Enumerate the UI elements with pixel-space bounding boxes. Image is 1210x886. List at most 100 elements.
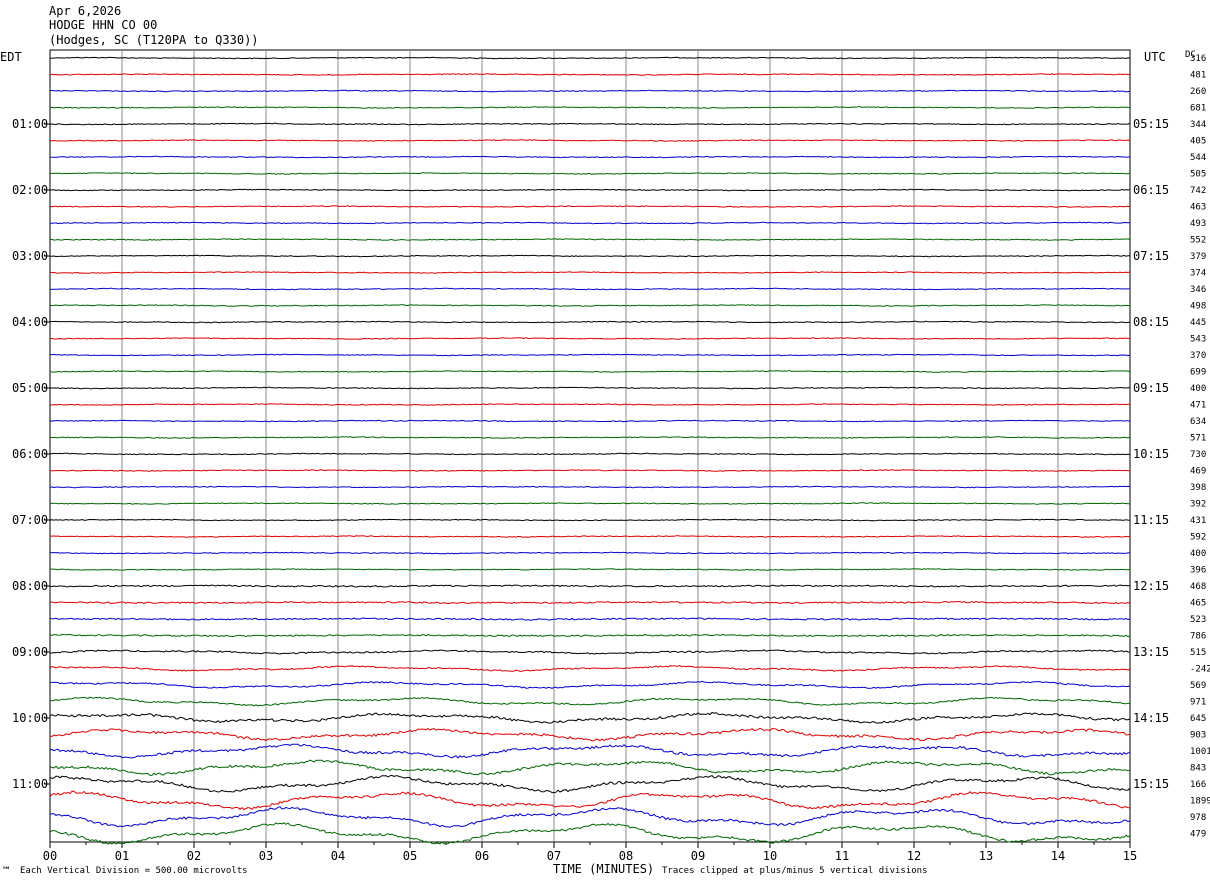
trace-line (49, 436, 1131, 439)
dc-offset-label: 481 (1190, 71, 1206, 81)
x-tick-label: 06 (475, 849, 489, 863)
dc-offset-label: 370 (1190, 351, 1206, 361)
dc-offset-label: 592 (1190, 533, 1206, 543)
utc-hour-label: 13:15 (1133, 645, 1169, 659)
x-tick-label: 00 (43, 849, 57, 863)
trace-line (49, 535, 1131, 538)
trace-line (49, 743, 1131, 759)
dc-label: DC (1185, 50, 1196, 60)
clip-note: Traces clipped at plus/minus 5 vertical … (662, 866, 928, 876)
dc-offset-label: 374 (1190, 269, 1206, 279)
station-label: HODGE HHN CO 00 (49, 18, 158, 32)
dc-offset-label: 681 (1190, 104, 1206, 114)
x-tick-label: 05 (403, 849, 417, 863)
trace-line (49, 271, 1131, 274)
trace-line (49, 304, 1131, 307)
trace-line (49, 386, 1131, 390)
dc-offset-label: 730 (1190, 450, 1206, 460)
trace-line (50, 320, 1131, 324)
dc-offset-label: 903 (1190, 731, 1206, 741)
dc-offset-label: 645 (1190, 714, 1206, 724)
dc-offset-label: 400 (1190, 384, 1206, 394)
utc-hour-label: 08:15 (1133, 315, 1169, 329)
trace-line (50, 370, 1131, 373)
utc-hour-label: 09:15 (1133, 381, 1169, 395)
trace-line (49, 452, 1131, 456)
dc-offset-label: 971 (1190, 698, 1206, 708)
dc-offset-label: 465 (1190, 599, 1206, 609)
dc-offset-label: 316 (1190, 54, 1206, 64)
dc-offset-label: 634 (1190, 417, 1206, 427)
x-tick-label: 08 (619, 849, 633, 863)
dc-offset-label: 445 (1190, 318, 1206, 328)
dc-offset-label: 431 (1190, 516, 1206, 526)
dc-offset-label: 569 (1190, 681, 1206, 691)
trace-line (49, 551, 1130, 555)
edt-hour-label: 07:00 (12, 513, 48, 527)
trace-line (49, 790, 1131, 811)
dc-offset-label: 166 (1190, 780, 1206, 790)
trace-line (49, 711, 1131, 724)
utc-hour-label: 05:15 (1133, 117, 1169, 131)
dc-offset-label: 400 (1190, 549, 1206, 559)
trace-line (49, 696, 1131, 707)
trace-line (50, 188, 1131, 192)
dc-offset-label: 742 (1190, 186, 1206, 196)
x-tick-label: 14 (1051, 849, 1065, 863)
dc-offset-label: 396 (1190, 566, 1206, 576)
trace-line (49, 337, 1131, 340)
edt-hour-label: 01:00 (12, 117, 48, 131)
trace-line (49, 665, 1131, 672)
scale-note: Each Vertical Division = 500.00 microvol… (20, 866, 248, 876)
trace-line (49, 287, 1131, 291)
trace-line (49, 205, 1131, 208)
trace-line (49, 172, 1131, 175)
dc-offset-label: 1001 (1190, 747, 1210, 757)
dc-offset-label: 468 (1190, 582, 1206, 592)
x-tick-label: 03 (259, 849, 273, 863)
utc-axis-label: UTC (1144, 50, 1166, 64)
utc-hour-label: 11:15 (1133, 513, 1169, 527)
trace-line (49, 469, 1131, 472)
x-tick-label: 04 (331, 849, 345, 863)
trace-line (49, 617, 1131, 621)
dc-offset-label: 505 (1190, 170, 1206, 180)
edt-hour-label: 09:00 (12, 645, 48, 659)
trace-line (50, 568, 1131, 571)
trace-line (49, 518, 1131, 522)
trace-line (49, 73, 1131, 76)
trace-line (49, 56, 1131, 60)
dc-offset-label: 260 (1190, 87, 1206, 97)
utc-hour-label: 12:15 (1133, 579, 1169, 593)
dc-offset-label: 498 (1190, 302, 1206, 312)
dc-offset-label: 398 (1190, 483, 1206, 493)
edt-hour-label: 06:00 (12, 447, 48, 461)
dc-offset-label: 544 (1190, 153, 1206, 163)
trace-line (49, 633, 1131, 638)
usgs-logo: ℠ (2, 866, 12, 876)
utc-hour-label: 06:15 (1133, 183, 1169, 197)
dc-offset-label: 469 (1190, 467, 1206, 477)
x-tick-label: 12 (907, 849, 921, 863)
dc-offset-label: 523 (1190, 615, 1206, 625)
trace-line (49, 806, 1131, 828)
trace-line (49, 106, 1131, 109)
edt-hour-label: 04:00 (12, 315, 48, 329)
trace-line (49, 122, 1131, 126)
utc-hour-label: 14:15 (1133, 711, 1169, 725)
trace-line (49, 419, 1131, 423)
x-tick-label: 10 (763, 849, 777, 863)
dc-offset-label: 405 (1190, 137, 1206, 147)
trace-line (49, 485, 1131, 489)
x-tick-label: 11 (835, 849, 849, 863)
dc-offset-label: 552 (1190, 236, 1206, 246)
trace-line (49, 155, 1131, 159)
trace-line (49, 600, 1131, 605)
edt-axis-label: EDT (0, 50, 22, 64)
location-label: (Hodges, SC (T120PA to Q330)) (49, 33, 259, 47)
utc-hour-label: 07:15 (1133, 249, 1169, 263)
trace-line (49, 759, 1131, 776)
x-tick-label: 02 (187, 849, 201, 863)
dc-offset-label: 543 (1190, 335, 1206, 345)
dc-offset-label: 843 (1190, 764, 1206, 774)
